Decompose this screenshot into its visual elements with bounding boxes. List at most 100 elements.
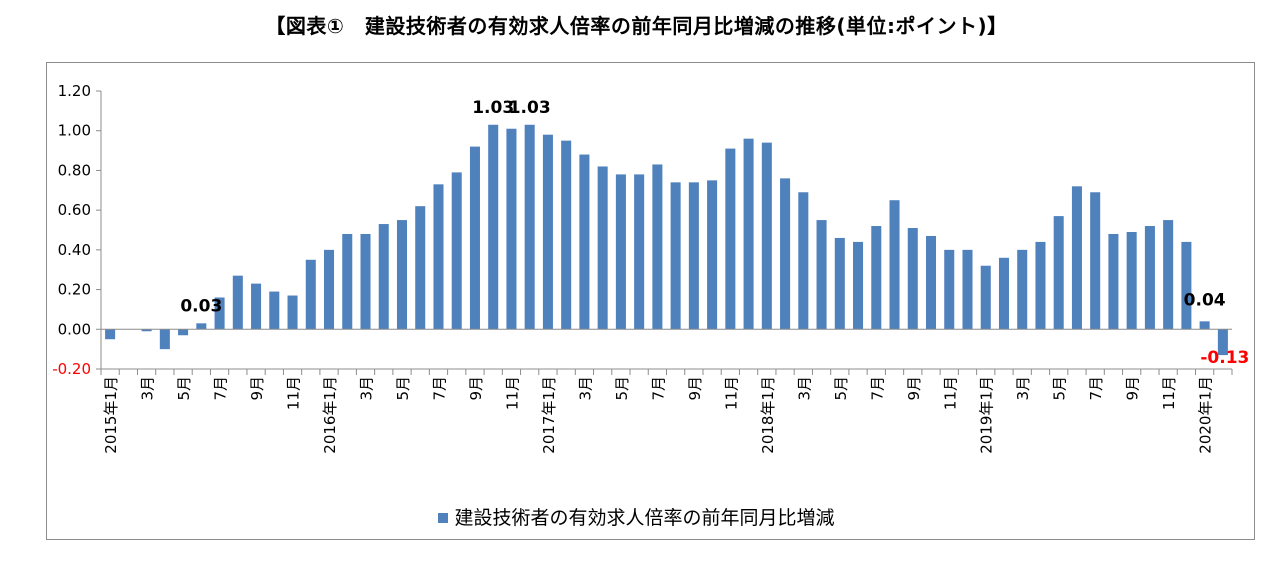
chart-frame: [46, 62, 1255, 540]
bar: [780, 178, 791, 330]
x-tick-label: 5月: [1051, 376, 1069, 401]
y-tick-label: 0.20: [58, 281, 91, 299]
bar: [889, 200, 900, 330]
data-label: 1.03: [472, 98, 514, 118]
legend-label: 建設技術者の有効求人倍率の前年同月比増減: [454, 507, 835, 529]
bar: [232, 275, 243, 330]
bar: [178, 329, 189, 336]
x-tick-label: 3月: [576, 376, 594, 401]
bar: [506, 128, 517, 330]
y-tick-label: 0.00: [58, 320, 91, 338]
bar: [798, 192, 809, 330]
bar: [251, 283, 262, 330]
x-tick-label: 11月: [722, 376, 740, 410]
x-tick-label: 9月: [1124, 376, 1142, 401]
x-tick-label: 11月: [285, 376, 303, 410]
bar: [907, 228, 918, 330]
bar: [524, 124, 535, 330]
bar: [743, 138, 754, 330]
bar: [287, 295, 298, 330]
x-tick-label: 7月: [430, 376, 448, 401]
bar: [1181, 241, 1192, 330]
x-tick-label: 7月: [649, 376, 667, 401]
bar: [561, 140, 572, 330]
bar: [725, 148, 736, 330]
x-tick-label: 2016年1月: [321, 376, 339, 454]
bar: [342, 233, 353, 330]
bar: [761, 142, 772, 330]
bar: [141, 329, 152, 332]
x-tick-label: 7月: [212, 376, 230, 401]
bar: [378, 224, 389, 330]
bar: [269, 291, 280, 330]
x-tick-label: 2017年1月: [540, 376, 558, 454]
bar: [1090, 192, 1101, 330]
y-tick-label: 0.40: [58, 241, 91, 259]
x-tick-label: 5月: [175, 376, 193, 401]
x-tick-label: 3月: [358, 376, 376, 401]
bar: [980, 265, 991, 330]
data-labels: 0.03 1.031.03 0.04 -0.13: [180, 98, 1249, 368]
x-tick-label: 5月: [394, 376, 412, 401]
bar: [1053, 216, 1064, 330]
bar: [1144, 226, 1155, 330]
y-tick-label: -0.20: [52, 360, 91, 378]
x-tick-label: 11月: [1160, 376, 1178, 410]
bar: [962, 249, 973, 330]
bar: [944, 249, 955, 330]
bar: [469, 146, 480, 330]
x-tick-label: 3月: [795, 376, 813, 401]
x-tick-label: 11月: [941, 376, 959, 410]
x-tick-label: 7月: [1087, 376, 1105, 401]
bar: [214, 297, 225, 330]
bar: [1163, 220, 1174, 330]
y-tick-label: 0.80: [58, 161, 91, 179]
x-tick-label: 11月: [503, 376, 521, 410]
bar: [1199, 321, 1210, 330]
bar: [816, 220, 827, 330]
legend-swatch: [438, 512, 449, 523]
bar: [360, 233, 371, 330]
bar: [105, 329, 116, 340]
x-tick-label: 3月: [139, 376, 157, 401]
bar: [1217, 329, 1228, 356]
x-tick-label: 9月: [686, 376, 704, 401]
bar: [925, 235, 937, 330]
bar: [1017, 249, 1028, 330]
y-axis: 1.20 1.00 0.80 0.60 0.40 0.20 0.00 -0.20: [52, 82, 102, 378]
x-tick-label: 7月: [868, 376, 886, 401]
x-tick-label: 5月: [613, 376, 631, 401]
bar: [688, 182, 699, 330]
y-tick-label: 1.00: [58, 122, 91, 140]
data-label: -0.13: [1200, 348, 1249, 368]
bar: [670, 182, 681, 330]
bar: [396, 220, 408, 330]
x-tick-label: 3月: [1014, 376, 1032, 401]
bar: [305, 259, 316, 330]
y-tick-label: 1.20: [58, 82, 91, 100]
x-tick-label: 5月: [832, 376, 850, 401]
bar: [433, 184, 444, 330]
bar: [488, 124, 499, 330]
bar: [196, 323, 207, 330]
x-tick-label: 2015年1月: [102, 376, 120, 454]
bar: [871, 226, 882, 330]
data-label: 1.03: [509, 98, 551, 118]
bar: [159, 329, 170, 350]
x-tick-label: 2020年1月: [1197, 376, 1215, 454]
bar: [1126, 231, 1137, 330]
data-label: 0.03: [180, 296, 222, 316]
x-tick-label: 9月: [248, 376, 266, 401]
bar: [1035, 241, 1046, 330]
bar: [451, 172, 462, 330]
data-label: 0.04: [1184, 290, 1226, 310]
bar: [998, 257, 1009, 330]
bar: [615, 174, 626, 330]
bar: [853, 241, 864, 330]
bar: [597, 166, 608, 330]
bar: [1071, 186, 1082, 330]
bar: [579, 154, 590, 330]
bar: [834, 237, 845, 330]
x-axis: 2015年1月 3月 5月 7月 9月 11月 2016年1月 3月 5月 7月 9月 11月 2017…: [100, 328, 1233, 454]
